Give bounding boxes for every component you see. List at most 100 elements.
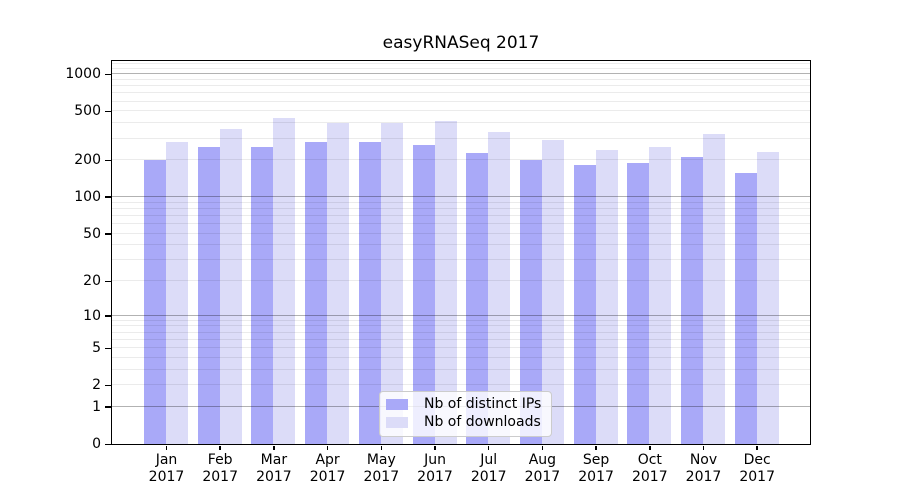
x-tick-nov xyxy=(702,445,705,450)
x-tick-jan xyxy=(165,445,168,450)
y-tick-label-1: 1 xyxy=(92,398,101,415)
x-tick-feb xyxy=(219,445,221,450)
gridline-600 xyxy=(111,100,810,102)
bar-downloads-jun xyxy=(434,120,457,444)
x-tick-label-nov: Nov 2017 xyxy=(685,452,722,485)
legend-label-downloads: Nb of downloads xyxy=(424,414,541,430)
x-tick-label-sep: Sep 2017 xyxy=(578,452,614,485)
x-tick-dec xyxy=(756,445,758,450)
y-tick-label-500: 500 xyxy=(74,103,101,120)
bar-downloads-aug xyxy=(541,140,564,444)
y-tick-label-100: 100 xyxy=(74,188,101,205)
x-tick-jun xyxy=(434,445,436,450)
gridline-10 xyxy=(111,314,810,316)
bar-distinct-ips-apr xyxy=(305,142,328,444)
bar-distinct-ips-jun xyxy=(412,145,435,444)
x-tick-sep xyxy=(595,445,597,450)
bar-distinct-ips-dec xyxy=(734,173,757,444)
gridline-90 xyxy=(111,201,810,203)
gridline-900 xyxy=(111,78,810,80)
y-tick-200 xyxy=(105,159,111,162)
y-tick-label-10: 10 xyxy=(83,307,101,324)
gridline-5 xyxy=(111,347,810,349)
bar-downloads-may xyxy=(380,122,403,444)
x-tick-label-apr: Apr 2017 xyxy=(309,452,346,485)
y-tick-label-20: 20 xyxy=(83,273,101,290)
y-tick-2 xyxy=(105,384,111,387)
bar-distinct-ips-sep xyxy=(573,165,596,444)
gridline-1200 xyxy=(111,63,810,65)
bar-distinct-ips-feb xyxy=(197,146,220,444)
gridline-60 xyxy=(111,222,810,224)
bar-distinct-ips-nov xyxy=(681,156,703,444)
gridline-2 xyxy=(111,384,810,386)
y-tick-label-1000: 1000 xyxy=(65,66,101,83)
gridline-7 xyxy=(111,331,810,333)
x-tick-label-oct: Oct 2017 xyxy=(631,452,668,485)
bar-downloads-dec xyxy=(756,151,779,444)
gridline-400 xyxy=(111,122,810,124)
gridline-800 xyxy=(111,85,810,87)
x-tick-aug xyxy=(541,445,544,450)
legend-label-distinct-ips: Nb of distinct IPs xyxy=(424,396,542,412)
y-tick-5 xyxy=(105,347,111,350)
x-tick-label-aug: Aug 2017 xyxy=(524,452,561,485)
x-tick-mar xyxy=(273,445,275,450)
x-tick-oct xyxy=(649,445,651,450)
gridline-500 xyxy=(111,110,810,112)
gridline-50 xyxy=(111,232,810,234)
x-tick-apr xyxy=(326,445,329,450)
x-tick-may xyxy=(380,445,383,450)
gridline-3 xyxy=(111,368,810,370)
legend-swatch-distinct-ips xyxy=(386,399,408,410)
y-tick-label-2: 2 xyxy=(92,377,101,394)
x-tick-label-mar: Mar 2017 xyxy=(256,452,292,485)
gridline-30 xyxy=(111,259,810,261)
y-tick-label-0: 0 xyxy=(92,436,101,452)
y-tick-20 xyxy=(105,280,111,283)
bar-downloads-mar xyxy=(273,118,296,444)
y-tick-1 xyxy=(105,406,111,408)
bar-distinct-ips-aug xyxy=(519,159,542,444)
bar-distinct-ips-mar xyxy=(251,146,274,444)
gridline-20 xyxy=(111,280,810,282)
gridline-70 xyxy=(111,214,810,216)
gridline-40 xyxy=(111,244,810,246)
bar-distinct-ips-oct xyxy=(627,162,650,444)
y-tick-label-200: 200 xyxy=(74,152,101,169)
bar-downloads-sep xyxy=(595,150,618,444)
gridline-6 xyxy=(111,338,810,340)
chart-title: easyRNASeq 2017 xyxy=(382,33,540,53)
gridline-8 xyxy=(111,325,810,327)
y-tick-10 xyxy=(105,315,111,317)
legend-item-downloads: Nb of downloads xyxy=(386,415,541,430)
gridline-300 xyxy=(111,137,810,139)
legend: Nb of distinct IPs Nb of downloads xyxy=(379,391,553,437)
gridline-4 xyxy=(111,356,810,358)
x-tick-jul xyxy=(487,445,490,450)
y-tick-1000 xyxy=(105,73,111,76)
y-tick-50 xyxy=(105,233,111,235)
gridline-1000 xyxy=(111,73,810,75)
gridline-80 xyxy=(111,207,810,209)
gridline-200 xyxy=(111,159,810,161)
x-tick-label-jan: Jan 2017 xyxy=(148,452,185,485)
y-tick-500 xyxy=(105,110,111,113)
bar-downloads-oct xyxy=(649,146,672,444)
bar-downloads-jan xyxy=(166,142,188,444)
legend-swatch-downloads xyxy=(386,417,408,428)
x-tick-label-jul: Jul 2017 xyxy=(470,452,507,485)
gridline-9 xyxy=(111,319,810,321)
bar-distinct-ips-jan xyxy=(144,159,166,444)
y-tick-0 xyxy=(105,443,111,445)
gridline-100 xyxy=(111,195,810,197)
x-tick-label-jun: Jun 2017 xyxy=(417,452,453,485)
bar-downloads-jul xyxy=(488,131,511,444)
bar-downloads-nov xyxy=(703,133,725,444)
y-tick-label-50: 50 xyxy=(83,225,101,242)
bar-distinct-ips-jul xyxy=(466,153,489,444)
x-tick-label-may: May 2017 xyxy=(363,452,400,485)
x-tick-label-dec: Dec 2017 xyxy=(739,452,775,485)
x-tick-label-feb: Feb 2017 xyxy=(202,452,238,485)
